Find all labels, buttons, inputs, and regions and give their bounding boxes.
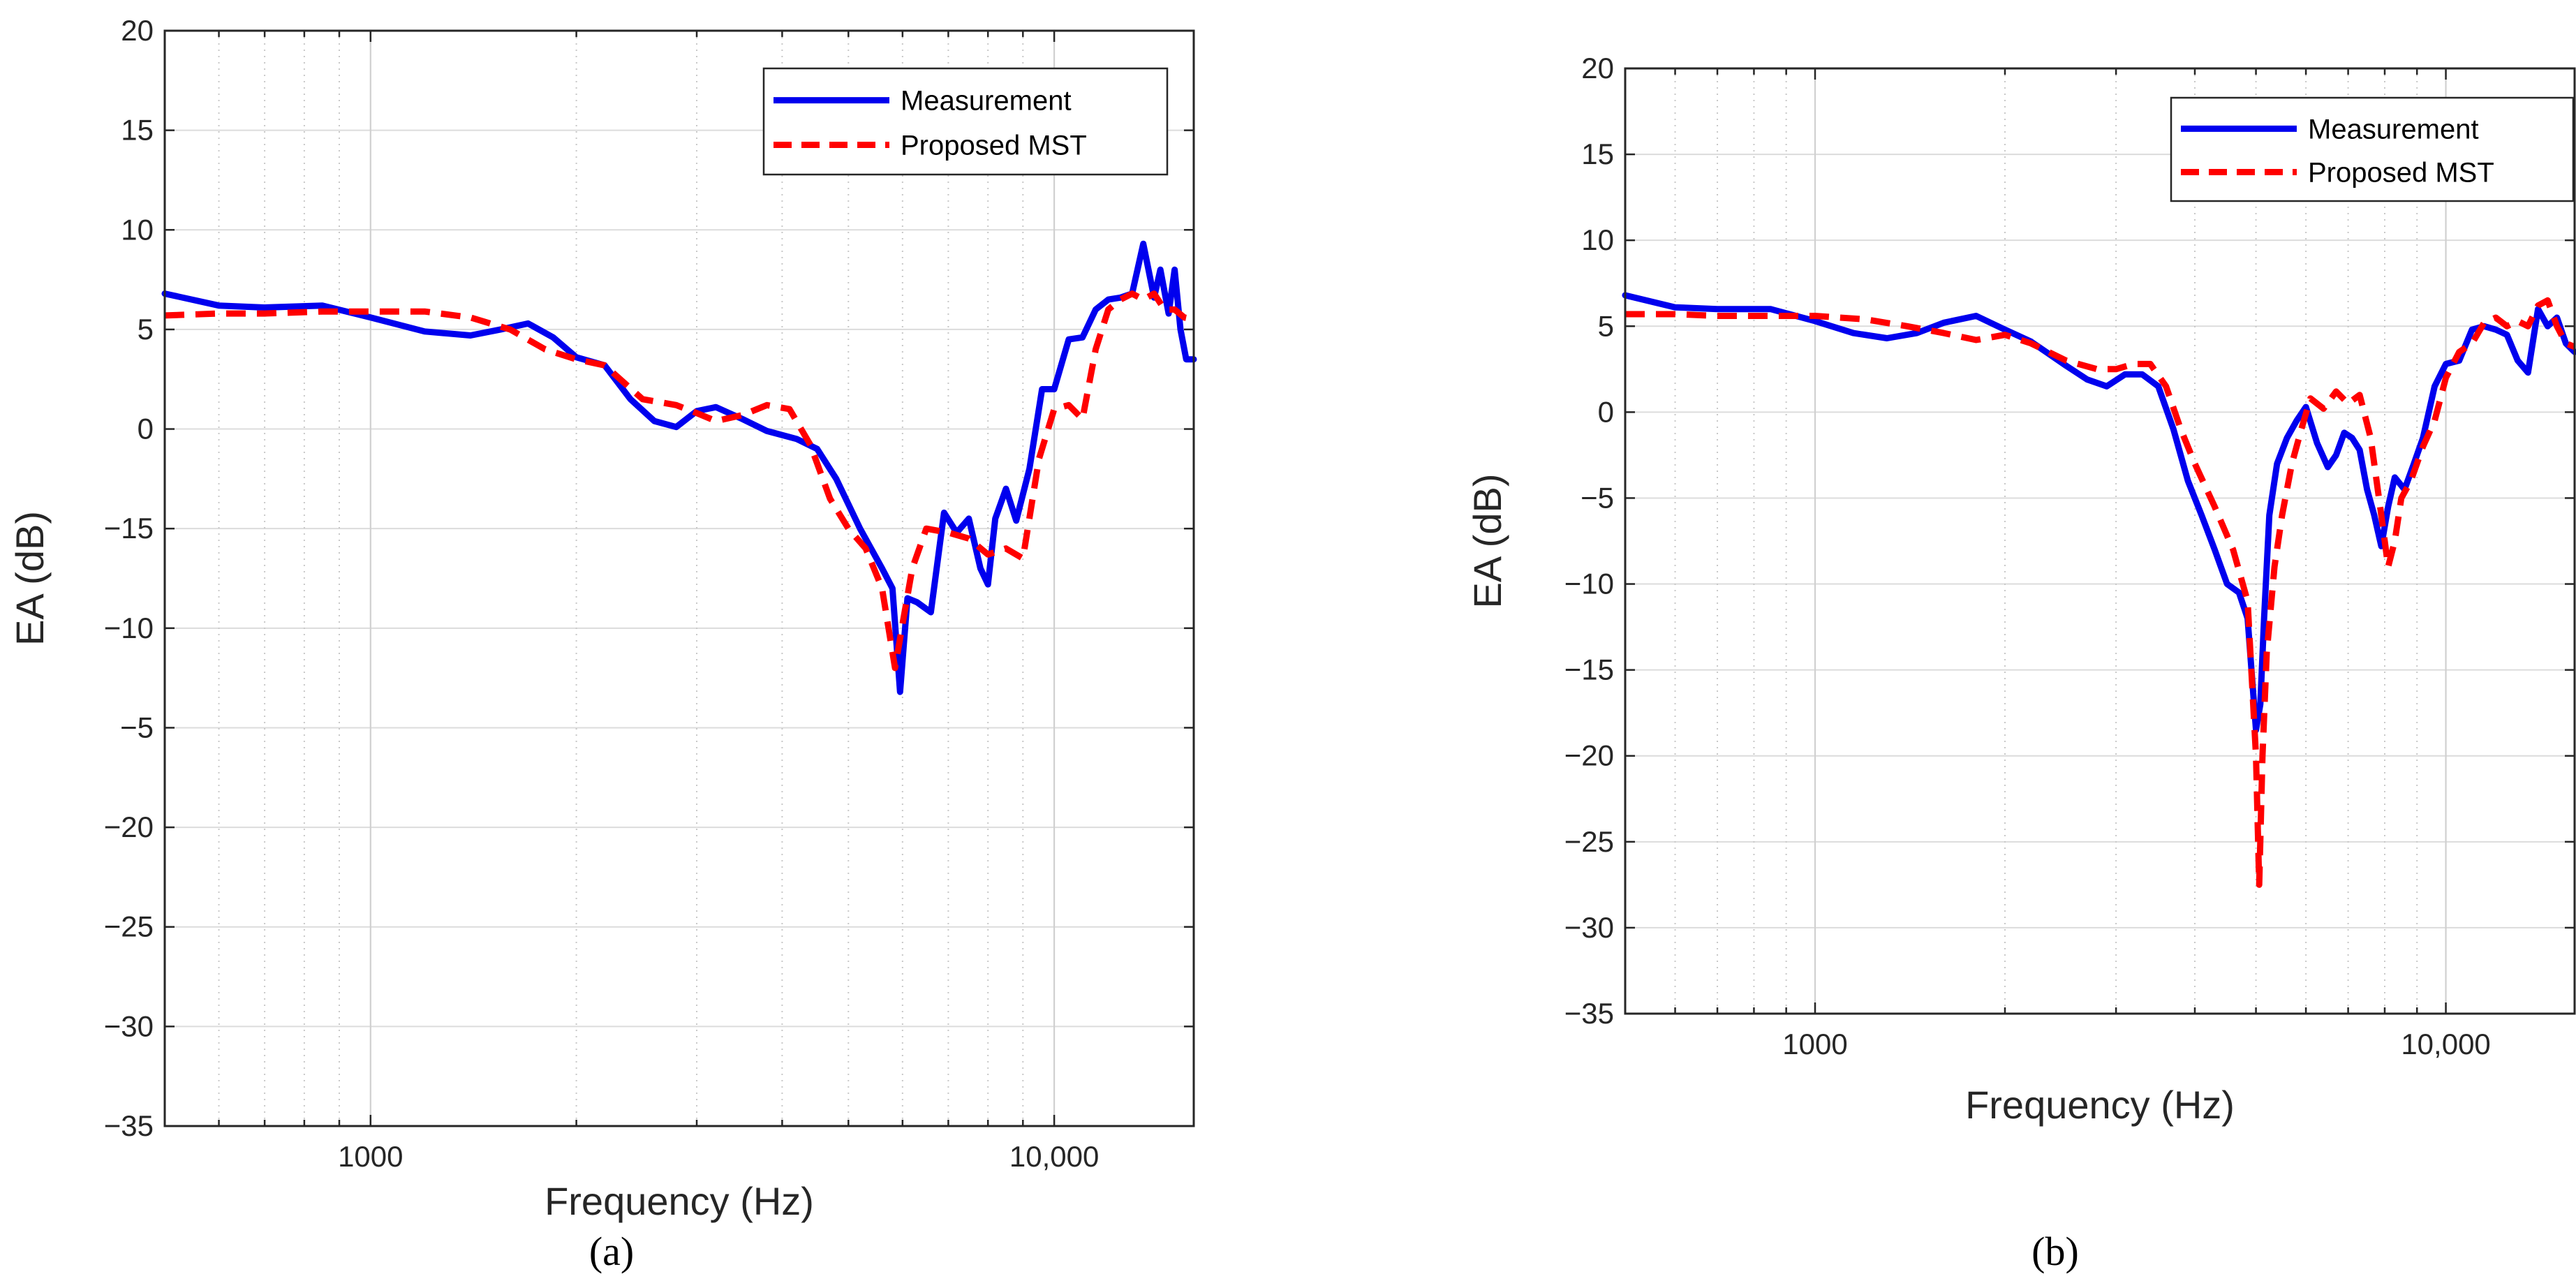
x-tick-label: 10,000 — [2401, 1028, 2490, 1060]
y-tick-label: −20 — [1564, 739, 1614, 772]
chart-panel-a: 20 15 10 5 0 −15 −10 −5 −20 −25 −30 −35 1000 10,000 F… — [8, 14, 1197, 1223]
legend-label-measurement: Measurement — [2308, 114, 2479, 145]
y-tick-label: −10 — [1564, 568, 1614, 600]
chart-panel-b: 20 15 10 5 0 −5 −10 −15 −20 −25 −30 −35 1000 10,000 F… — [1465, 52, 2576, 1127]
y-tick-label: −25 — [1564, 825, 1614, 858]
y-tick-label: −30 — [104, 1009, 154, 1042]
legend-a: Measurement Proposed MST — [762, 67, 1169, 176]
y-tick-label: 20 — [121, 14, 154, 47]
x-axis-label-a: Frequency (Hz) — [545, 1179, 814, 1223]
x-axis-label-b: Frequency (Hz) — [1965, 1083, 2235, 1127]
x-tick-label: 1000 — [1782, 1028, 1847, 1060]
y-tick-label: −10 — [104, 612, 154, 644]
y-tick-label: −15 — [104, 512, 154, 545]
y-tick-label: 10 — [121, 213, 154, 246]
caption-b: (b) — [2031, 1229, 2079, 1274]
y-axis-label-a: EA (dB) — [8, 511, 52, 646]
y-tick-label: −30 — [1564, 911, 1614, 944]
axes-box-a — [163, 29, 1195, 1127]
axes-box-b — [1624, 67, 2576, 1015]
y-tick-label: −20 — [104, 810, 154, 843]
y-tick-label: 5 — [1598, 309, 1614, 342]
y-tick-label: 20 — [1581, 52, 1614, 84]
y-tick-label: −35 — [1564, 997, 1614, 1030]
legend-b: Measurement Proposed MST — [2170, 96, 2575, 202]
legend-box-a — [762, 67, 1169, 176]
legend-box-b — [2170, 96, 2575, 202]
legend-label-proposed-mst: Proposed MST — [2308, 158, 2494, 188]
y-tick-label: 10 — [1581, 223, 1614, 256]
y-tick-label: 15 — [1581, 138, 1614, 170]
x-tick-label: 1000 — [338, 1140, 403, 1173]
series-line-measurement — [1622, 292, 2576, 734]
caption-a: (a) — [589, 1229, 634, 1274]
x-tick-label: 10,000 — [1009, 1140, 1099, 1173]
series-line-proposed-mst — [1625, 297, 2576, 888]
y-tick-label: 5 — [138, 313, 154, 346]
y-tick-label: 0 — [138, 413, 154, 445]
y-tick-label: 15 — [121, 114, 154, 147]
legend-label-measurement: Measurement — [901, 86, 1072, 117]
y-tick-label: −35 — [104, 1109, 154, 1142]
y-tick-label: −5 — [1581, 481, 1614, 514]
y-tick-label: −5 — [120, 711, 154, 743]
y-tick-label: −15 — [1564, 653, 1614, 686]
y-tick-label: −25 — [104, 910, 154, 943]
y-tick-label: 0 — [1598, 395, 1614, 428]
legend-label-proposed-mst: Proposed MST — [901, 130, 1087, 161]
y-axis-label-b: EA (dB) — [1465, 474, 1509, 609]
series-line-proposed-mst — [164, 290, 1194, 672]
